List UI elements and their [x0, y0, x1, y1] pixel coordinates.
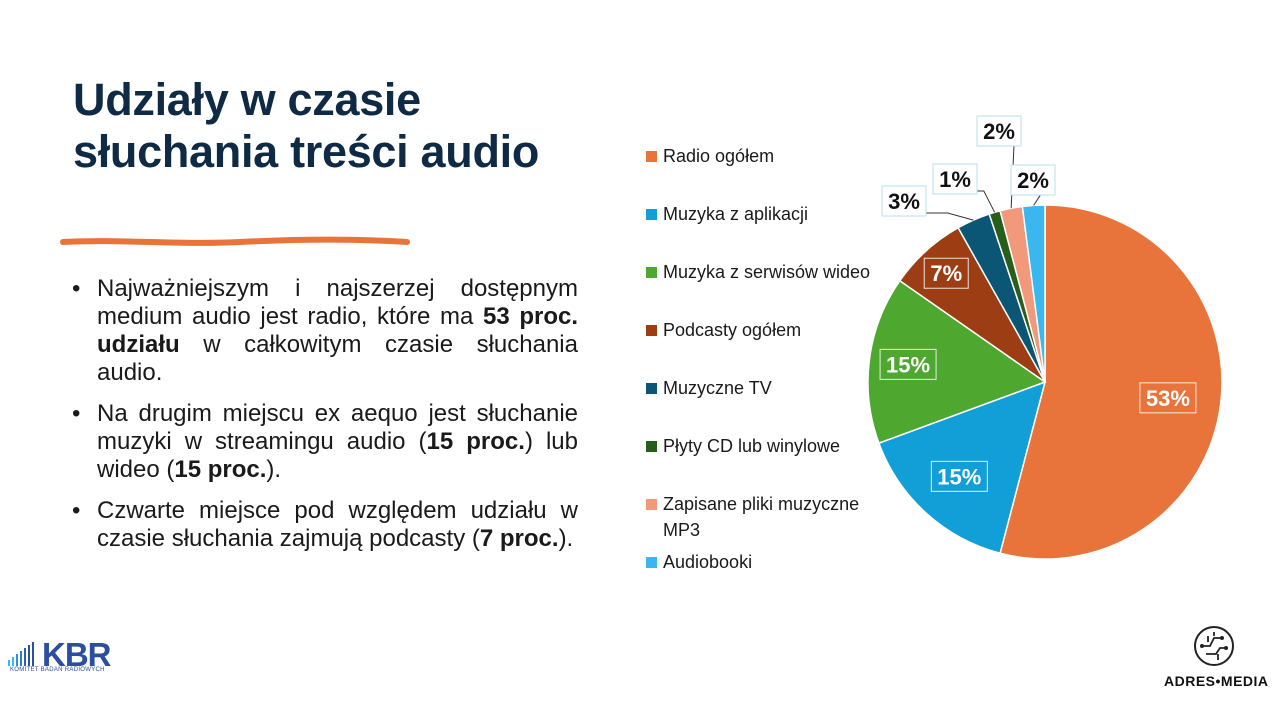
kbr-logo-text: KBR — [42, 636, 111, 673]
legend-item: Podcasty ogółem — [646, 317, 873, 343]
bullet-text: ) lub wideo ( — [97, 428, 578, 483]
legend-swatch — [646, 557, 657, 568]
data-label-box — [923, 257, 969, 289]
summary-bullet-list: Najważniejszym i najszerzej dostępnym me… — [70, 275, 578, 566]
legend-label: Radio ogółem — [663, 146, 775, 166]
bullet-highlight: 53 proc. udziału — [97, 303, 578, 358]
data-label-box — [879, 348, 937, 380]
summary-bullet: Czwarte miejsce pod względem udziału w c… — [70, 497, 578, 553]
bullet-text: Czwarte miejsce pod względem udziału w c… — [97, 497, 578, 552]
legend-item: Płyty CD lub winylowe — [646, 433, 873, 459]
bullet-highlight: 15 proc. — [174, 456, 267, 483]
kbr-logo-subtitle: KOMITET BADAŃ RADIOWYCH — [10, 667, 105, 673]
pie-slice — [877, 380, 1047, 555]
legend-label: Audiobooki — [663, 552, 753, 572]
legend-item: Muzyka z serwisów wideo — [646, 259, 873, 285]
legend-swatch — [646, 151, 657, 162]
legend-item: Audiobooki — [646, 549, 873, 575]
data-label: 7% — [930, 261, 962, 286]
legend-swatch — [646, 383, 657, 394]
adres-media-logo-text: ADRES•MEDIA — [1164, 673, 1269, 689]
legend-item: Muzyczne TV — [646, 375, 873, 401]
data-label-leader-line — [922, 212, 974, 221]
legend-item: Muzyka z aplikacji — [646, 201, 873, 227]
bullet-text: ). — [266, 456, 282, 483]
data-label: 2% — [1017, 168, 1049, 193]
summary-bullet: Na drugim miejscu ex aequo jest słuchani… — [70, 400, 578, 484]
kbr-signal-bars-icon — [8, 642, 34, 666]
legend-label: Muzyka z serwisów wideo — [663, 262, 871, 282]
data-label-box — [932, 163, 978, 195]
data-label: 1% — [939, 167, 971, 192]
legend-item: Radio ogółem — [646, 143, 873, 169]
title-underline-stroke — [60, 236, 410, 246]
data-label: 15% — [937, 464, 981, 489]
data-label-box — [1010, 164, 1056, 196]
pie-slice — [867, 279, 1047, 445]
legend-label: Muzyka z aplikacji — [663, 204, 809, 224]
data-label: 2% — [983, 119, 1015, 144]
data-label: 15% — [886, 352, 930, 377]
legend-swatch — [646, 325, 657, 336]
legend-swatch — [646, 499, 657, 510]
kbr-logo: KBR KOMITET BADAŃ RADIOWYCH — [8, 636, 118, 676]
slide-title-line-1: Udziały w czasie — [73, 74, 421, 125]
pie-slice — [999, 204, 1223, 560]
data-label: 53% — [1146, 386, 1190, 411]
adres-media-circuit-icon — [1194, 626, 1234, 666]
data-label: 3% — [888, 189, 920, 214]
legend-label: Muzyczne TV — [663, 378, 772, 398]
data-label-box — [976, 115, 1022, 147]
legend-swatch — [646, 267, 657, 278]
legend-swatch — [646, 441, 657, 452]
bullet-text: ). — [558, 525, 574, 552]
adres-media-logo: ADRES•MEDIA — [1160, 622, 1270, 692]
slide-title-line-2: słuchania treści audio — [73, 126, 540, 177]
legend-label: Płyty CD lub winylowe — [663, 436, 841, 456]
bullet-text: Na drugim miejscu ex aequo jest słuchani… — [97, 400, 578, 455]
legend-label: Podcasty ogółem — [663, 320, 802, 340]
legend-label: Zapisane pliki muzyczne MP3 — [663, 494, 860, 540]
data-label-box — [930, 460, 988, 492]
data-label-box — [881, 185, 927, 217]
legend-swatch — [646, 209, 657, 220]
legend-item: Zapisane pliki muzyczne MP3 — [646, 491, 873, 543]
data-label-box — [1139, 382, 1197, 414]
bullet-text: Najważniejszym i najszerzej dostępnym me… — [97, 275, 578, 330]
bullet-text: w całkowitym czasie słuchania audio. — [97, 331, 578, 386]
bullet-highlight: 15 proc. — [426, 428, 525, 455]
summary-bullet: Najważniejszym i najszerzej dostępnym me… — [70, 275, 578, 387]
slide-title: Udziały w czasie słuchania treści audio — [73, 74, 539, 178]
bullet-highlight: 7 proc. — [479, 525, 559, 552]
